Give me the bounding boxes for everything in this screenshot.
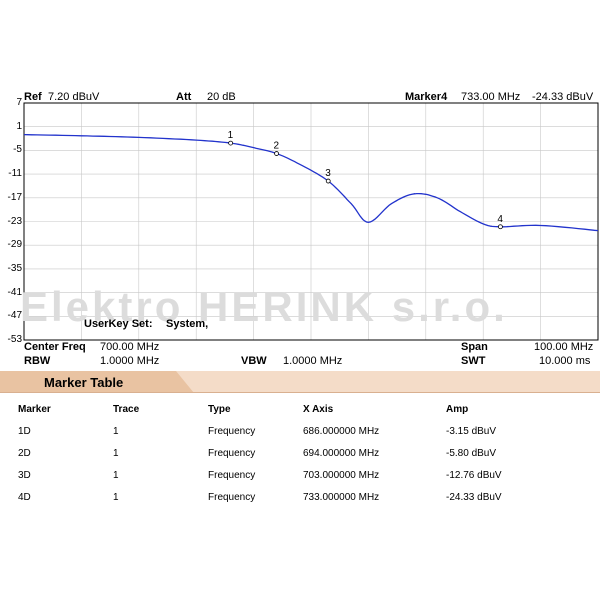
vbw-value: 1.0000 MHz [283, 355, 343, 367]
plot-grid [24, 103, 598, 340]
marker-1-point [228, 140, 234, 146]
y-tick-label: -29 [7, 239, 22, 251]
marker-table-cell: -24.33 dBuV [446, 492, 502, 503]
marker-table-column-header: Marker [18, 404, 51, 415]
att-label: Att [176, 91, 192, 103]
marker-table-cell: 694.000000 MHz [303, 448, 380, 459]
marker-table-cell: -12.76 dBuV [446, 470, 502, 481]
marker-table-cell: -5.80 dBuV [446, 448, 497, 459]
marker-table-cell: -3.15 dBuV [446, 426, 497, 437]
marker-table-cell: Frequency [208, 492, 256, 503]
vbw-label: VBW [241, 355, 267, 367]
span-label: Span [461, 341, 488, 353]
y-tick-label: -5 [13, 144, 22, 156]
marker-table-header [0, 371, 600, 393]
rbw-value: 1.0000 MHz [100, 355, 160, 367]
y-tick-label: -23 [7, 215, 22, 227]
marker-table-cell: 1D [18, 426, 31, 437]
marker-table-column-header: Type [208, 404, 231, 415]
marker-points: 1 2 3 4 [228, 130, 503, 230]
marker-2-label: 2 [274, 141, 280, 152]
marker-3-point [325, 178, 331, 184]
swt-label: SWT [461, 355, 486, 367]
marker-4-label: 4 [497, 214, 503, 225]
marker-1-label: 1 [228, 130, 234, 141]
marker-table-cell: 1 [113, 448, 119, 459]
marker-table-cell: 703.000000 MHz [303, 470, 380, 481]
marker-readout-amp: -24.33 dBuV [532, 91, 594, 103]
y-tick-label: 1 [16, 120, 22, 132]
marker-table-cell: Frequency [208, 426, 256, 437]
y-tick-label: -11 [8, 168, 22, 180]
marker-table-title: Marker Table [44, 375, 124, 390]
marker-table-column-header: Amp [446, 404, 469, 415]
marker-2-point [274, 151, 279, 156]
ref-label: Ref [24, 91, 42, 103]
marker-table-cell: Frequency [208, 470, 256, 481]
marker-4-point [498, 224, 503, 230]
y-tick-label: -35 [7, 262, 22, 274]
plot-frame [23, 102, 599, 341]
span-value: 100.00 MHz [534, 341, 594, 353]
marker-table-column-header: X Axis [303, 404, 334, 415]
y-tick-label: -47 [7, 310, 22, 322]
y-tick-label: -53 [7, 334, 22, 345]
center-freq-value: 700.00 MHz [100, 341, 160, 353]
y-tick-label: 7 [16, 97, 22, 108]
marker-table-cell: 1 [113, 492, 119, 503]
marker-table-cell: 733.000000 MHz [303, 492, 380, 503]
y-tick-label: -41 [7, 286, 22, 298]
userkey-value: System, [166, 318, 209, 330]
userkey-label: UserKey Set: [84, 318, 153, 330]
marker-table-cell: 1 [113, 470, 119, 481]
marker-3-label: 3 [325, 168, 331, 179]
swt-value: 10.000 ms [539, 355, 591, 367]
center-freq-label: Center Freq [24, 341, 86, 353]
watermark: Elektro HERINK s.r.o. [20, 283, 508, 330]
trace-line [23, 133, 599, 232]
att-value: 20 dB [207, 91, 236, 103]
y-tick-label: -17 [7, 191, 22, 203]
rbw-label: RBW [24, 355, 51, 367]
spectrum-plot: 1 2 3 4 [23, 102, 599, 341]
marker-readout-freq: 733.00 MHz [461, 91, 521, 103]
marker-table-cell: 2D [18, 448, 31, 459]
marker-table-cell: 4D [18, 492, 31, 503]
marker-table-cell: 1 [113, 426, 119, 437]
marker-table-cell: 686.000000 MHz [303, 426, 380, 437]
marker-readout-label: Marker4 [405, 91, 448, 103]
marker-table-cell: 3D [18, 470, 31, 481]
marker-table-column-header: Trace [113, 404, 140, 415]
ref-value: 7.20 dBuV [48, 91, 100, 103]
marker-table-cell: Frequency [208, 448, 256, 459]
